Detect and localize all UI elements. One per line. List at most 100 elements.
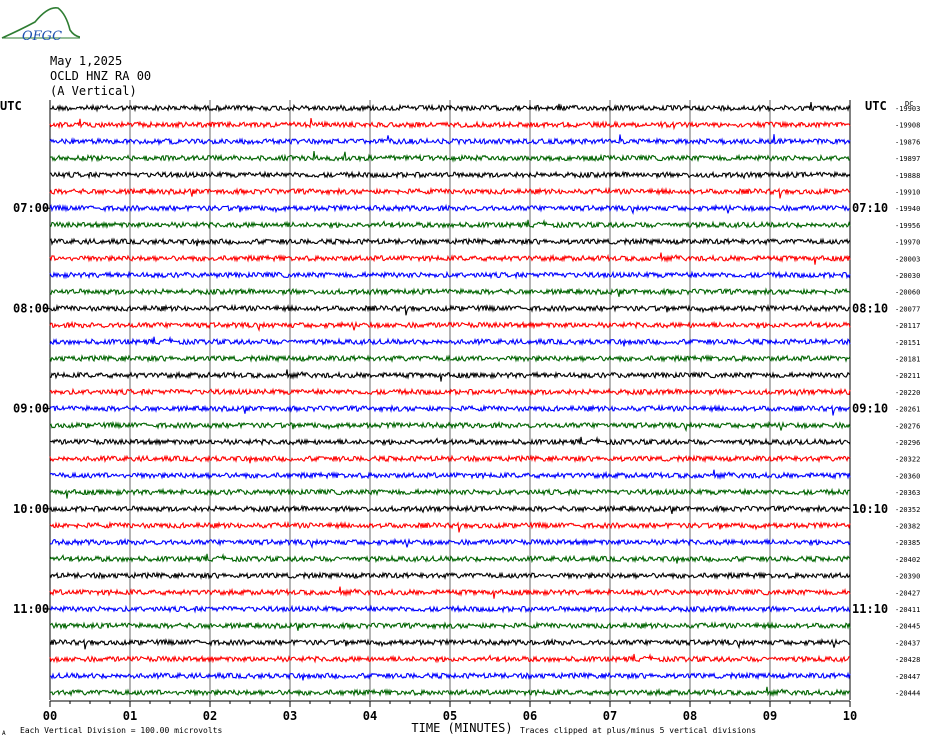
trace-offset-label: -20382 (895, 523, 920, 531)
trace-offset-label: -20445 (895, 623, 920, 631)
footer-scale-note: Each Vertical Division = 100.00 microvol… (20, 726, 222, 735)
trace-row (49, 504, 851, 515)
trace-offset-label: -20060 (895, 289, 920, 297)
trace-offset-label: -20411 (895, 606, 920, 614)
trace-row (49, 354, 851, 363)
ofgc-logo: OFGC (1, 6, 80, 44)
x-tick-label: 00 (43, 709, 57, 723)
trace-offset-label: -19940 (895, 205, 920, 213)
left-hour-label: 09:00 (13, 402, 49, 416)
trace-offset-label: -19897 (895, 155, 920, 163)
left-utc-label: UTC (0, 99, 22, 113)
trace-row (49, 403, 851, 416)
trace-offset-label: -20322 (895, 456, 920, 464)
trace-row (49, 387, 851, 397)
trace-offset-label: -19888 (895, 172, 920, 180)
trace-row (49, 637, 851, 650)
header-station: OCLD HNZ RA 00 (50, 69, 152, 83)
x-tick-label: 10 (843, 709, 857, 723)
trace-row (49, 102, 851, 113)
trace-offset-label: -19910 (895, 189, 920, 197)
trace-offset-label: -20181 (895, 356, 920, 364)
right-hour-label: 09:10 (852, 402, 888, 416)
trace-row (49, 686, 851, 698)
trace-offset-label: -20427 (895, 589, 920, 597)
trace-row (49, 537, 851, 550)
x-tick-label: 03 (283, 709, 297, 723)
x-tick-label: 04 (363, 709, 377, 723)
trace-offset-label: -20117 (895, 322, 920, 330)
left-hour-label: 08:00 (13, 301, 49, 315)
right-hour-label: 10:10 (852, 502, 888, 516)
trace-row (49, 320, 851, 332)
trace-row (49, 237, 851, 247)
trace-offset-label: -20402 (895, 556, 920, 564)
trace-row (49, 653, 851, 664)
trace-offset-label: -19903 (895, 105, 920, 113)
trace-row (49, 436, 851, 447)
trace-row (49, 252, 851, 265)
trace-row (49, 369, 851, 382)
right-utc-label: UTC (865, 99, 887, 113)
right-hour-label: 11:10 (852, 602, 888, 616)
trace-offset-label: -20390 (895, 573, 920, 581)
trace-row (49, 520, 851, 533)
trace-offset-label: -20296 (895, 439, 920, 447)
trace-offset-label: -20220 (895, 389, 920, 397)
trace-row (49, 335, 851, 347)
x-tick-label: 08 (683, 709, 697, 723)
trace-offset-label: -20077 (895, 305, 920, 313)
trace-offset-label: -20385 (895, 539, 920, 547)
trace-row (49, 454, 851, 464)
trace-row (49, 270, 851, 280)
header-component: (A Vertical) (50, 84, 137, 98)
right-hour-label: 07:10 (852, 201, 888, 215)
x-tick-label: 05 (443, 709, 457, 723)
trace-offset-label: -20211 (895, 372, 920, 380)
trace-offset-label: -20360 (895, 472, 920, 480)
trace-row (49, 604, 851, 614)
trace-offset-label: -20444 (895, 690, 920, 698)
x-tick-label: 07 (603, 709, 617, 723)
trace-row (49, 218, 851, 230)
trace-offset-label: -20030 (895, 272, 920, 280)
header-date: May 1,2025 (50, 54, 123, 68)
left-hour-label: 07:00 (13, 201, 49, 215)
trace-row (50, 487, 851, 499)
trace-row (49, 571, 851, 581)
x-tick-label: 06 (523, 709, 537, 723)
left-hour-label: 10:00 (13, 502, 49, 516)
trace-offset-label: -19876 (895, 138, 920, 146)
trace-offset-label: -20352 (895, 506, 920, 514)
trace-row (49, 203, 851, 216)
trace-row (49, 303, 851, 316)
trace-offset-label: -20437 (895, 639, 920, 647)
trace-offset-label: -19956 (895, 222, 920, 230)
trace-offset-label: -20151 (895, 339, 920, 347)
trace-row (49, 287, 851, 297)
trace-offset-label: -20428 (895, 656, 920, 664)
trace-offset-label: -20276 (895, 422, 920, 430)
x-tick-label: 02 (203, 709, 217, 723)
trace-row (49, 134, 851, 147)
right-hour-label: 08:10 (852, 301, 888, 315)
left-hour-label: 11:00 (13, 602, 49, 616)
logo-text: OFGC (22, 29, 62, 44)
trace-row (49, 586, 851, 599)
trace-row (49, 671, 851, 681)
trace-row (49, 621, 851, 631)
trace-row (49, 186, 851, 199)
x-tick-label: 01 (123, 709, 137, 723)
right-dc-label: DC (905, 100, 913, 108)
trace-row (49, 420, 851, 433)
trace-row (49, 552, 851, 564)
trace-offset-label: -20363 (895, 489, 920, 497)
trace-row (49, 469, 851, 481)
x-axis-title: TIME (MINUTES) (411, 721, 512, 735)
trace-row (49, 151, 851, 163)
footer-corner-mark: A (2, 730, 6, 737)
x-tick-label: 09 (763, 709, 777, 723)
trace-offset-label: -19908 (895, 122, 920, 130)
trace-offset-label: -20261 (895, 406, 920, 414)
